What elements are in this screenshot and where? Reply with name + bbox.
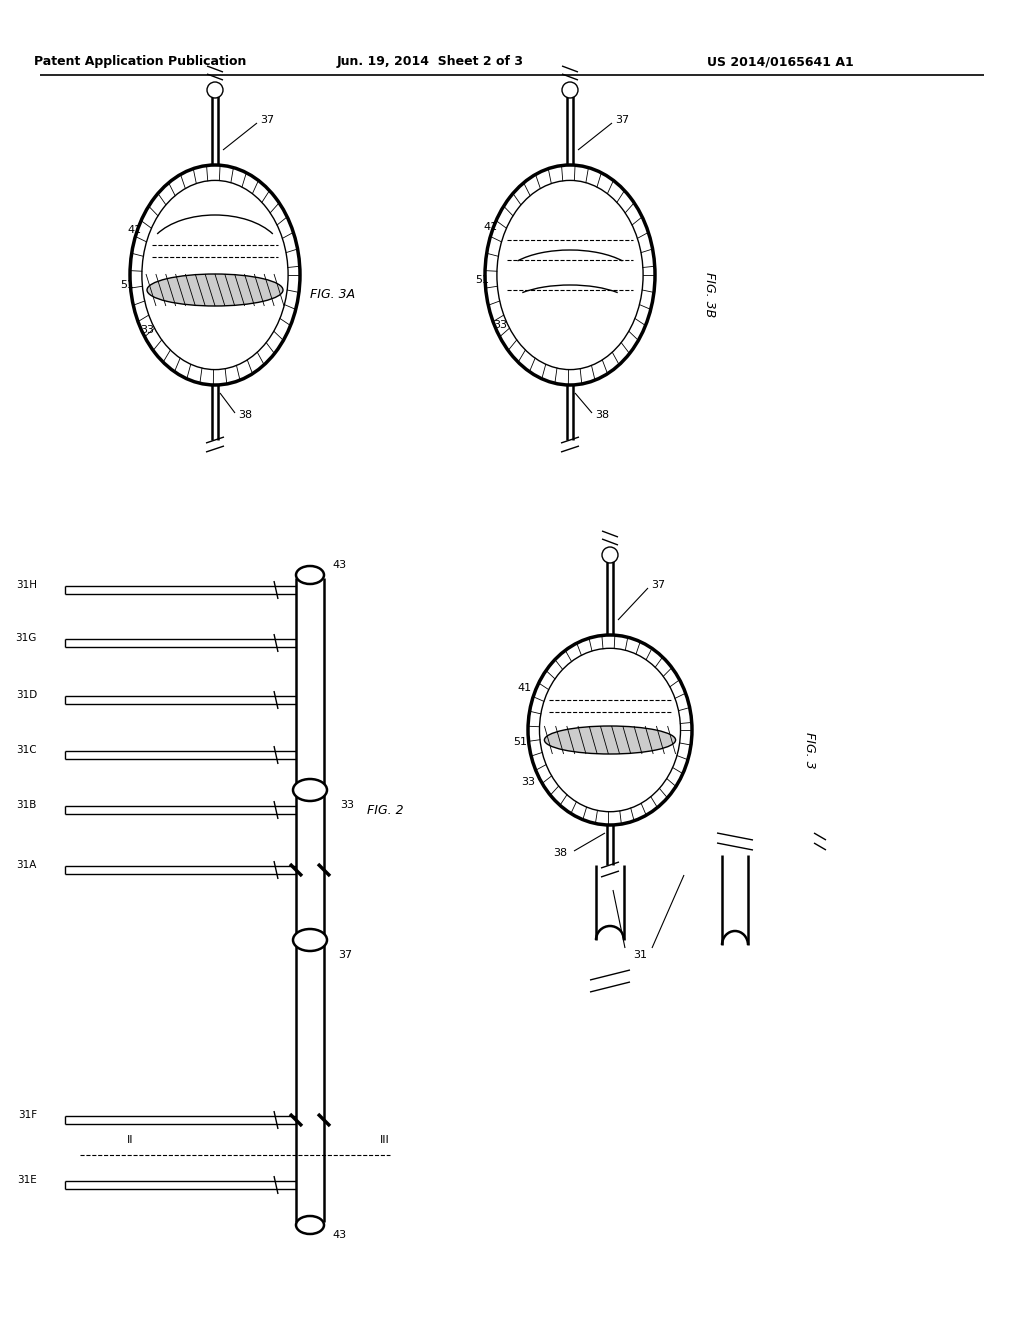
Text: 33: 33 xyxy=(340,800,354,810)
Text: 37: 37 xyxy=(260,115,274,125)
Text: 41: 41 xyxy=(483,222,497,232)
Ellipse shape xyxy=(293,779,327,801)
Text: 41: 41 xyxy=(128,224,142,235)
Text: FIG. 3B: FIG. 3B xyxy=(703,272,717,318)
Text: 51: 51 xyxy=(513,737,527,747)
Text: 43: 43 xyxy=(332,1230,346,1239)
Text: 38: 38 xyxy=(553,847,567,858)
Ellipse shape xyxy=(147,275,283,306)
Text: III: III xyxy=(380,1135,390,1144)
Text: 38: 38 xyxy=(595,411,609,420)
Text: 31C: 31C xyxy=(16,744,37,755)
Text: 33: 33 xyxy=(521,777,535,787)
Ellipse shape xyxy=(485,165,655,385)
Text: 51: 51 xyxy=(475,275,489,285)
Text: 38: 38 xyxy=(238,411,252,420)
Circle shape xyxy=(207,82,223,98)
Text: 31A: 31A xyxy=(16,861,37,870)
Text: 31F: 31F xyxy=(17,1110,37,1119)
Text: FIG. 2: FIG. 2 xyxy=(367,804,403,817)
Text: II: II xyxy=(127,1135,133,1144)
Text: 31D: 31D xyxy=(15,690,37,700)
Ellipse shape xyxy=(545,726,676,754)
Text: 51: 51 xyxy=(120,280,134,290)
Text: 31B: 31B xyxy=(16,800,37,810)
Circle shape xyxy=(562,82,578,98)
Ellipse shape xyxy=(296,1216,324,1234)
Text: 43: 43 xyxy=(332,560,346,570)
Ellipse shape xyxy=(497,181,643,370)
Text: 31H: 31H xyxy=(16,579,37,590)
Text: 31: 31 xyxy=(633,950,647,960)
Text: 41: 41 xyxy=(518,682,532,693)
Text: US 2014/0165641 A1: US 2014/0165641 A1 xyxy=(707,55,853,69)
Text: Jun. 19, 2014  Sheet 2 of 3: Jun. 19, 2014 Sheet 2 of 3 xyxy=(337,55,523,69)
Text: 37: 37 xyxy=(651,579,665,590)
Circle shape xyxy=(602,546,618,564)
Ellipse shape xyxy=(293,929,327,950)
Ellipse shape xyxy=(296,566,324,583)
Text: 33: 33 xyxy=(140,325,154,335)
Ellipse shape xyxy=(540,648,681,812)
Text: 33: 33 xyxy=(493,319,507,330)
Text: Patent Application Publication: Patent Application Publication xyxy=(34,55,246,69)
Ellipse shape xyxy=(528,635,692,825)
Text: 37: 37 xyxy=(615,115,629,125)
Text: FIG. 3A: FIG. 3A xyxy=(310,289,355,301)
Ellipse shape xyxy=(130,165,300,385)
Ellipse shape xyxy=(142,181,288,370)
Text: FIG. 3: FIG. 3 xyxy=(804,731,816,768)
Text: 31E: 31E xyxy=(17,1175,37,1185)
Text: 31G: 31G xyxy=(15,634,37,643)
Text: 37: 37 xyxy=(338,950,352,960)
